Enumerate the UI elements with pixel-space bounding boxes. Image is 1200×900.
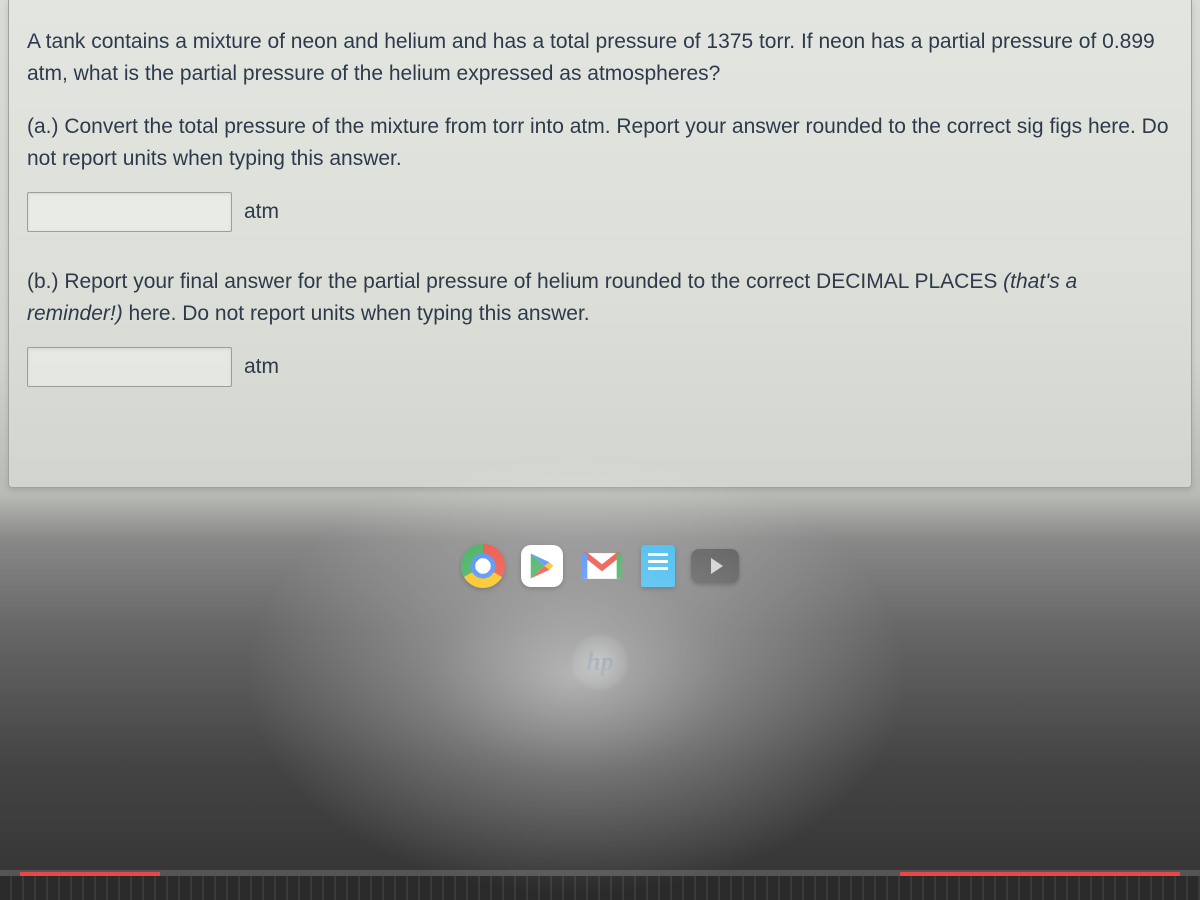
gmail-icon[interactable] — [579, 547, 625, 585]
keyboard-edge — [0, 870, 1200, 900]
part-a-unit: atm — [244, 200, 279, 224]
part-b-unit: atm — [244, 355, 279, 379]
part-b-text: (b.) Report your final answer for the pa… — [27, 266, 1173, 329]
part-b-answer-row: atm — [27, 347, 1173, 387]
part-a-text: (a.) Convert the total pressure of the m… — [27, 111, 1173, 174]
part-b-text-before: (b.) Report your final answer for the pa… — [27, 270, 1003, 293]
taskbar — [0, 538, 1200, 594]
hp-logo: hp — [570, 632, 630, 692]
youtube-icon[interactable] — [691, 549, 739, 583]
files-icon[interactable] — [641, 545, 675, 587]
chrome-icon[interactable] — [461, 544, 505, 588]
question-card: A tank contains a mixture of neon and he… — [8, 0, 1192, 488]
part-b-input[interactable] — [27, 347, 232, 387]
part-b-text-after: here. Do not report units when typing th… — [123, 302, 590, 325]
part-a-input[interactable] — [27, 192, 232, 232]
question-prompt: A tank contains a mixture of neon and he… — [27, 26, 1173, 89]
playstore-icon[interactable] — [521, 545, 563, 587]
part-a-answer-row: atm — [27, 192, 1173, 232]
